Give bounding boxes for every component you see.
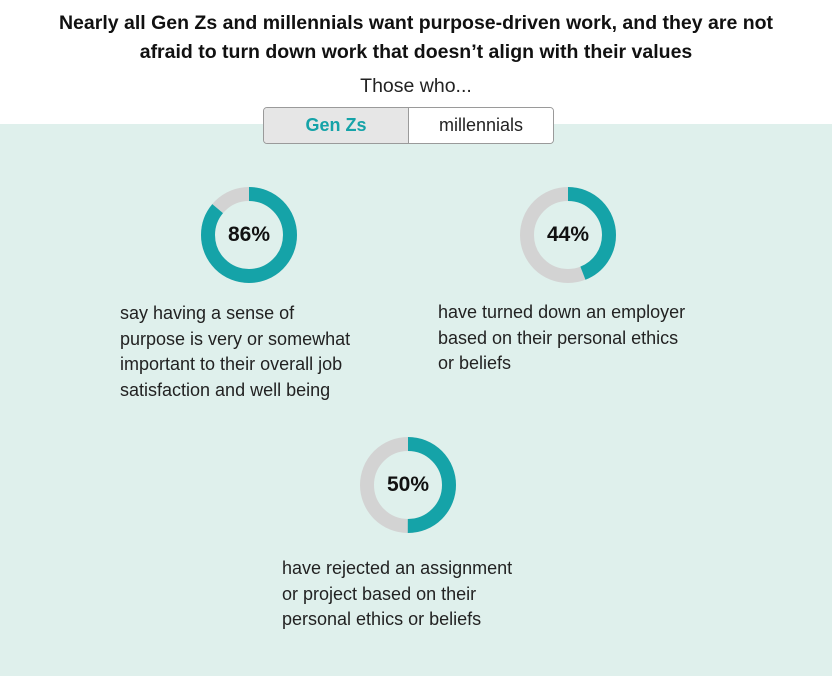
donut-chart-2: 44% <box>518 185 618 285</box>
chart-title: Nearly all Gen Zs and millennials want p… <box>0 9 832 67</box>
donut-1-description-line: purpose is very or somewhat <box>120 328 351 349</box>
chart-title-line-1: Nearly all Gen Zs and millennials want p… <box>58 12 774 34</box>
donut-2-description-line: have turned down an employer <box>438 302 686 322</box>
donut-3-description-line: or project based on their <box>282 583 477 604</box>
donut-2-value-label: 44% <box>546 223 590 246</box>
donut-1-svg <box>201 187 297 283</box>
donut-chart-3: 50% <box>358 435 458 535</box>
chart-panel <box>0 124 832 676</box>
donut-1-description-line: satisfaction and well being <box>120 379 331 400</box>
chart-subtitle: Those who... <box>360 75 472 97</box>
donut-3-value-label: 50% <box>386 473 430 496</box>
toggle-millennials-button[interactable]: millennials <box>409 108 553 143</box>
donut-3-arc <box>360 437 456 533</box>
chart-title-line-2: afraid to turn down work that doesn’t al… <box>139 41 693 63</box>
donut-1-description-line: important to their overall job <box>120 354 343 374</box>
donut-2-arc <box>520 187 616 283</box>
donut-2-description-line: based on their personal ethics <box>438 327 679 348</box>
donut-chart-1: 86% <box>199 185 299 285</box>
toggle-gen-zs-button[interactable]: Gen Zs <box>264 108 409 143</box>
donut-1-value-label: 86% <box>227 223 271 246</box>
donut-2-description: have turned down an employer based on th… <box>438 300 685 377</box>
donut-2-description-line: or beliefs <box>438 353 512 373</box>
donut-1-description: say having a sense of purpose is very or… <box>120 301 350 403</box>
donut-1-arc <box>201 187 297 283</box>
donut-3-svg <box>360 437 456 533</box>
donut-1-description-line: say having a sense of <box>120 303 295 323</box>
cohort-toggle: Gen Zs millennials <box>263 107 554 144</box>
donut-3-description: have rejected an assignment or project b… <box>282 556 512 633</box>
donut-3-description-line: have rejected an assignment <box>282 558 513 578</box>
donut-3-description-line: personal ethics or beliefs <box>282 609 482 629</box>
donut-2-svg <box>520 187 616 283</box>
